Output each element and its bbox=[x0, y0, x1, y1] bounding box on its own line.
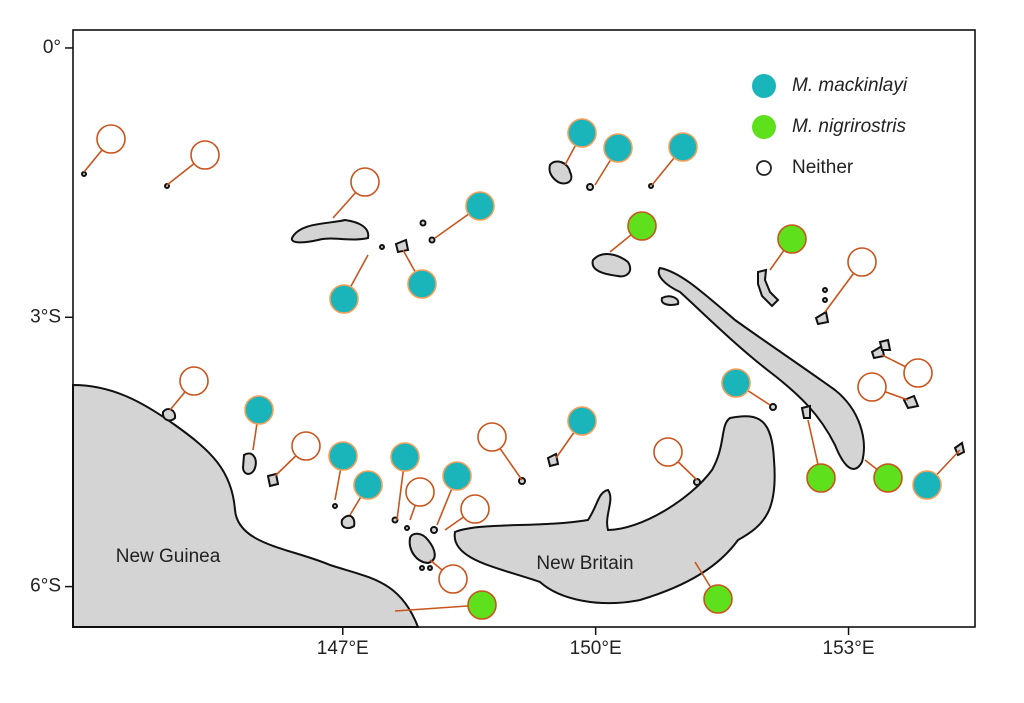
markers bbox=[83, 118, 961, 620]
frame bbox=[72, 29, 976, 628]
site-marker bbox=[244, 395, 274, 425]
site-marker bbox=[806, 463, 836, 493]
site-marker bbox=[291, 431, 321, 461]
legend-label: Neither bbox=[792, 157, 854, 178]
site-marker bbox=[442, 461, 472, 491]
legend-marker bbox=[756, 160, 772, 176]
x-tick-label: 150°E bbox=[570, 638, 622, 659]
site-marker bbox=[438, 564, 468, 594]
x-tick-label: 153°E bbox=[823, 638, 875, 659]
site-marker bbox=[873, 463, 903, 493]
site-marker bbox=[721, 368, 751, 398]
site-marker bbox=[668, 132, 698, 162]
land bbox=[72, 160, 966, 628]
site-marker bbox=[777, 224, 807, 254]
site-marker bbox=[407, 269, 437, 299]
region-label: New Britain bbox=[536, 553, 633, 574]
site-marker bbox=[329, 284, 359, 314]
site-marker bbox=[903, 358, 933, 388]
legend-label: M. mackinlayi bbox=[792, 75, 908, 96]
legend-label: M. nigrirostris bbox=[792, 116, 907, 137]
y-tick-label: 3°S bbox=[30, 306, 61, 327]
site-marker bbox=[703, 584, 733, 614]
site-marker bbox=[465, 191, 495, 221]
site-marker bbox=[567, 406, 597, 436]
site-marker bbox=[405, 477, 435, 507]
site-marker bbox=[328, 441, 358, 471]
site-marker bbox=[847, 247, 877, 277]
region-label: New Guinea bbox=[116, 546, 221, 567]
site-marker bbox=[190, 140, 220, 170]
site-marker bbox=[603, 133, 633, 163]
site-marker bbox=[179, 366, 209, 396]
site-marker bbox=[567, 118, 597, 148]
y-tick-label: 0° bbox=[43, 37, 61, 58]
site-marker bbox=[353, 470, 383, 500]
x-tick-label: 147°E bbox=[317, 638, 369, 659]
site-marker bbox=[390, 442, 420, 472]
legend-marker bbox=[752, 115, 776, 139]
site-marker bbox=[467, 590, 497, 620]
site-marker bbox=[477, 422, 507, 452]
y-tick-label: 6°S bbox=[30, 576, 61, 597]
site-marker bbox=[912, 470, 942, 500]
site-marker bbox=[460, 494, 490, 524]
site-marker bbox=[653, 437, 683, 467]
site-marker bbox=[627, 211, 657, 241]
site-marker bbox=[96, 124, 126, 154]
site-marker bbox=[857, 372, 887, 402]
legend-marker bbox=[752, 74, 776, 98]
site-marker bbox=[350, 167, 380, 197]
